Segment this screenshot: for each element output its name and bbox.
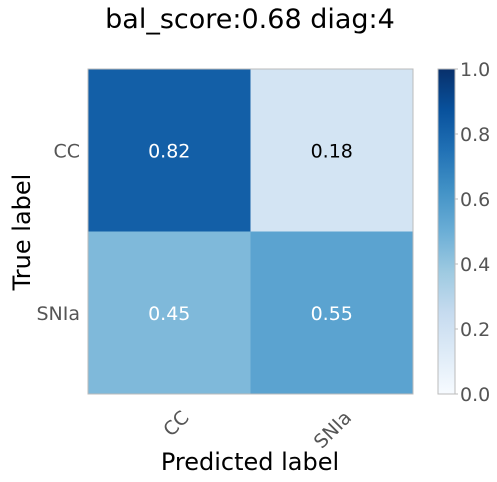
chart-title: bal_score:0.68 diag:4: [105, 4, 395, 35]
y-tick-label: SNIa: [36, 303, 80, 325]
cell-value-label: 0.55: [311, 303, 353, 325]
colorbar-tick-label: 1.0: [460, 59, 490, 81]
x-tick-labels: CC SNIa: [159, 407, 356, 453]
y-tick-label: CC: [53, 140, 80, 162]
heatmap-cell: [88, 231, 251, 394]
heatmap-cell: [88, 69, 251, 232]
colorbar-tick-label: 0.2: [460, 319, 490, 341]
x-tick-label: SNIa: [310, 407, 356, 453]
colorbar-tick-label: 0.0: [460, 384, 490, 406]
colorbar: [437, 68, 456, 395]
heatmap-cell-labels: 0.82 0.18 0.45 0.55: [148, 140, 353, 325]
colorbar-tick-label: 0.4: [460, 254, 490, 276]
cell-value-label: 0.82: [148, 140, 190, 162]
x-tick-label: CC: [159, 407, 193, 441]
colorbar-tick-label: 0.8: [460, 124, 490, 146]
y-axis-label: True label: [8, 174, 36, 292]
y-tick-labels: CC SNIa: [36, 140, 80, 325]
colorbar-tick-labels: 0.0 0.2 0.4 0.6 0.8 1.0: [455, 59, 490, 406]
plot-frame: [87, 68, 414, 395]
cell-value-label: 0.18: [311, 140, 353, 162]
heatmap-cell: [250, 69, 413, 232]
colorbar-tick-label: 0.6: [460, 189, 490, 211]
heatmap-cell: [250, 231, 413, 394]
x-axis-label: Predicted label: [161, 448, 339, 476]
heatmap-cells: [88, 69, 413, 394]
cell-value-label: 0.45: [148, 303, 190, 325]
